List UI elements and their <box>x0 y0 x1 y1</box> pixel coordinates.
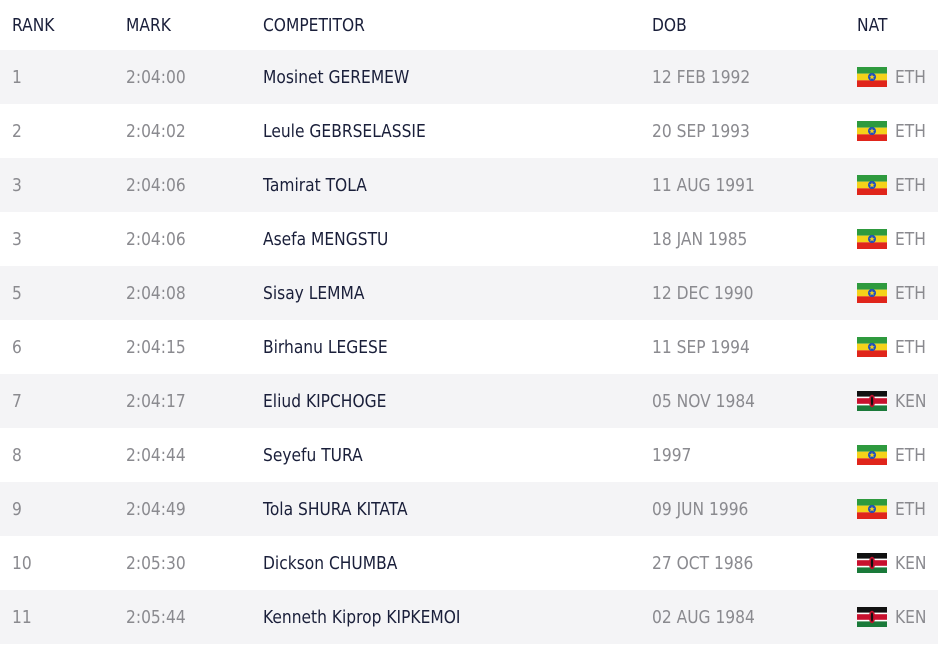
rank-cell: 10 <box>12 552 32 574</box>
rank-cell: 11 <box>12 606 32 628</box>
competitor-link[interactable]: Seyefu TURA <box>263 444 363 466</box>
nationality-cell: KEN <box>857 536 932 590</box>
nationality-code: ETH <box>895 498 926 520</box>
competitor-link[interactable]: Kenneth Kiprop KIPKEMOI <box>263 606 461 628</box>
rank-cell: 1 <box>12 66 22 88</box>
ethiopia-flag-icon <box>857 499 887 519</box>
mark-cell: 2:04:15 <box>126 336 186 358</box>
mark-cell: 2:04:08 <box>126 282 186 304</box>
rank-cell: 3 <box>12 228 22 250</box>
rank-cell: 3 <box>12 174 22 196</box>
rank-cell: 9 <box>12 498 22 520</box>
header-dob[interactable]: DOB <box>652 14 687 36</box>
nationality-cell: ETH <box>857 428 931 482</box>
mark-cell: 2:04:17 <box>126 390 186 412</box>
nationality-cell: ETH <box>857 158 931 212</box>
mark-cell: 2:04:06 <box>126 228 186 250</box>
nationality-code: KEN <box>895 390 927 412</box>
mark-cell: 2:04:00 <box>126 66 186 88</box>
table-header: RANK MARK COMPETITOR DOB NAT <box>0 0 938 50</box>
table-row: 8 2:04:44 Seyefu TURA 1997 ETH <box>0 428 938 482</box>
nationality-code: ETH <box>895 228 926 250</box>
kenya-flag-icon <box>857 607 887 627</box>
nationality-code: ETH <box>895 336 926 358</box>
rank-cell: 6 <box>12 336 22 358</box>
rank-cell: 5 <box>12 282 22 304</box>
table-row: 7 2:04:17 Eliud KIPCHOGE 05 NOV 1984 KEN <box>0 374 938 428</box>
nationality-cell: KEN <box>857 374 932 428</box>
competitor-link[interactable]: Birhanu LEGESE <box>263 336 388 358</box>
dob-cell: 11 AUG 1991 <box>652 174 755 196</box>
table-row: 3 2:04:06 Asefa MENGSTU 18 JAN 1985 ETH <box>0 212 938 266</box>
kenya-flag-icon <box>857 553 887 573</box>
kenya-flag-icon <box>857 391 887 411</box>
mark-cell: 2:04:49 <box>126 498 186 520</box>
competitor-link[interactable]: Dickson CHUMBA <box>263 552 398 574</box>
rank-cell: 2 <box>12 120 22 142</box>
nationality-code: ETH <box>895 174 926 196</box>
header-competitor[interactable]: COMPETITOR <box>263 14 365 36</box>
table-row: 6 2:04:15 Birhanu LEGESE 11 SEP 1994 ETH <box>0 320 938 374</box>
competitor-link[interactable]: Tola SHURA KITATA <box>263 498 408 520</box>
rank-cell: 7 <box>12 390 22 412</box>
mark-cell: 2:05:30 <box>126 552 186 574</box>
nationality-cell: ETH <box>857 266 931 320</box>
dob-cell: 12 FEB 1992 <box>652 66 751 88</box>
dob-cell: 20 SEP 1993 <box>652 120 750 142</box>
mark-cell: 2:05:44 <box>126 606 186 628</box>
dob-cell: 02 AUG 1984 <box>652 606 755 628</box>
table-row: 10 2:05:30 Dickson CHUMBA 27 OCT 1986 KEN <box>0 536 938 590</box>
nationality-code: KEN <box>895 606 927 628</box>
competitor-link[interactable]: Mosinet GEREMEW <box>263 66 410 88</box>
nationality-cell: ETH <box>857 50 931 104</box>
table-row: 11 2:05:44 Kenneth Kiprop KIPKEMOI 02 AUG 1… <box>0 590 938 644</box>
dob-cell: 18 JAN 1985 <box>652 228 748 250</box>
nationality-code: ETH <box>895 120 926 142</box>
dob-cell: 27 OCT 1986 <box>652 552 754 574</box>
ethiopia-flag-icon <box>857 121 887 141</box>
competitor-link[interactable]: Leule GEBRSELASSIE <box>263 120 426 142</box>
header-nat[interactable]: NAT <box>857 14 888 36</box>
nationality-code: KEN <box>895 552 927 574</box>
table-row: 2 2:04:02 Leule GEBRSELASSIE 20 SEP 1993 ETH <box>0 104 938 158</box>
table-body: 1 2:04:00 Mosinet GEREMEW 12 FEB 1992 ETH 2 2:… <box>0 50 938 644</box>
nationality-code: ETH <box>895 66 926 88</box>
header-mark[interactable]: MARK <box>126 14 171 36</box>
dob-cell: 11 SEP 1994 <box>652 336 750 358</box>
nationality-code: ETH <box>895 282 926 304</box>
nationality-cell: ETH <box>857 320 931 374</box>
competitor-link[interactable]: Asefa MENGSTU <box>263 228 389 250</box>
ethiopia-flag-icon <box>857 445 887 465</box>
dob-cell: 1997 <box>652 444 692 466</box>
ethiopia-flag-icon <box>857 175 887 195</box>
mark-cell: 2:04:02 <box>126 120 186 142</box>
nationality-cell: KEN <box>857 590 932 644</box>
rank-cell: 8 <box>12 444 22 466</box>
ethiopia-flag-icon <box>857 337 887 357</box>
competitor-link[interactable]: Sisay LEMMA <box>263 282 365 304</box>
table-row: 9 2:04:49 Tola SHURA KITATA 09 JUN 1996 ETH <box>0 482 938 536</box>
competitor-link[interactable]: Tamirat TOLA <box>263 174 367 196</box>
ethiopia-flag-icon <box>857 283 887 303</box>
dob-cell: 05 NOV 1984 <box>652 390 756 412</box>
dob-cell: 09 JUN 1996 <box>652 498 749 520</box>
mark-cell: 2:04:44 <box>126 444 186 466</box>
ethiopia-flag-icon <box>857 229 887 249</box>
ethiopia-flag-icon <box>857 67 887 87</box>
table-row: 1 2:04:00 Mosinet GEREMEW 12 FEB 1992 ETH <box>0 50 938 104</box>
table-row: 3 2:04:06 Tamirat TOLA 11 AUG 1991 ETH <box>0 158 938 212</box>
nationality-code: ETH <box>895 444 926 466</box>
header-rank[interactable]: RANK <box>12 14 55 36</box>
nationality-cell: ETH <box>857 212 931 266</box>
mark-cell: 2:04:06 <box>126 174 186 196</box>
table-row: 5 2:04:08 Sisay LEMMA 12 DEC 1990 ETH <box>0 266 938 320</box>
competitor-link[interactable]: Eliud KIPCHOGE <box>263 390 387 412</box>
nationality-cell: ETH <box>857 104 931 158</box>
nationality-cell: ETH <box>857 482 931 536</box>
dob-cell: 12 DEC 1990 <box>652 282 754 304</box>
